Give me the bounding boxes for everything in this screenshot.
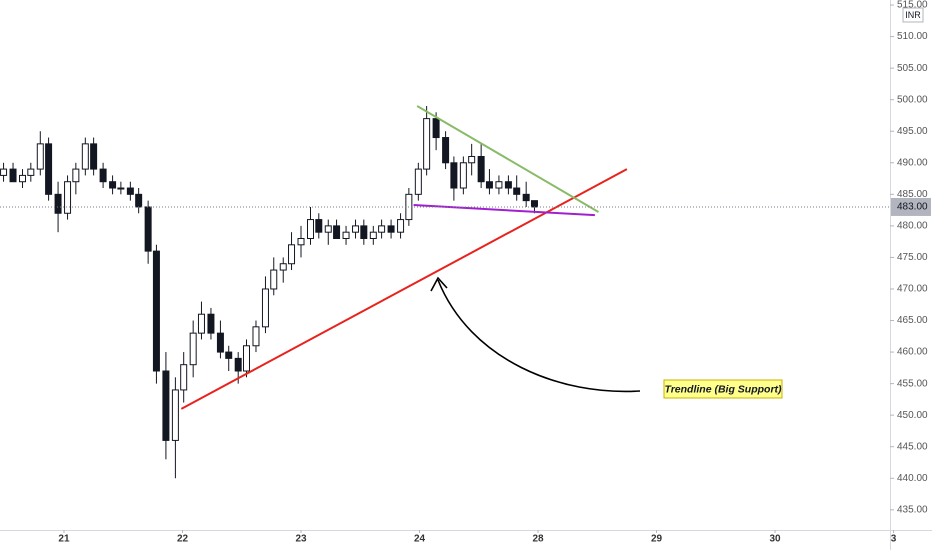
candle-body xyxy=(450,162,458,189)
candle-body xyxy=(432,118,440,139)
candle-body xyxy=(369,231,377,239)
y-tick-label: 435.00 xyxy=(897,504,928,515)
candle-body xyxy=(242,345,250,372)
x-tick-label: 24 xyxy=(414,534,426,545)
last-price-label: 483.00 xyxy=(897,202,928,213)
candle-body xyxy=(504,181,512,189)
y-tick-label: 470.00 xyxy=(897,284,928,295)
last-price-box xyxy=(891,197,931,216)
candle-body xyxy=(378,225,386,233)
candle-body xyxy=(117,187,125,190)
candle-body xyxy=(342,231,350,239)
annotation: Trendline (Big Support) xyxy=(664,383,782,395)
candle-body xyxy=(234,357,242,372)
candle-body xyxy=(288,244,296,265)
y-tick-label: 505.00 xyxy=(897,63,928,74)
candle-body xyxy=(485,181,493,189)
candle-body xyxy=(477,155,485,183)
candle-body xyxy=(90,143,98,170)
candle-body xyxy=(45,143,53,195)
y-tick-label: 460.00 xyxy=(897,347,928,358)
candle-body xyxy=(216,332,224,353)
candle-body xyxy=(19,174,27,183)
candle-body xyxy=(297,238,305,246)
x-tick-label: 3 xyxy=(891,534,897,545)
candle-body xyxy=(162,370,170,441)
x-tick-label: 28 xyxy=(532,534,544,545)
trendline xyxy=(416,105,599,213)
currency: INR xyxy=(905,10,921,20)
trendline xyxy=(180,168,628,410)
candle-body xyxy=(27,168,35,176)
y-tick-label: 495.00 xyxy=(897,126,928,137)
y-tick-label: 515.00 xyxy=(897,0,928,11)
candle-body xyxy=(360,225,368,239)
y-tick-label: 440.00 xyxy=(897,473,928,484)
candle-body xyxy=(99,168,107,183)
y-tick-label: 450.00 xyxy=(897,410,928,421)
candle-body xyxy=(324,225,332,233)
candle-body xyxy=(225,351,233,359)
candle-body xyxy=(352,225,360,233)
candle-body xyxy=(126,187,134,195)
candle-body xyxy=(207,313,215,334)
x-tick-label: 29 xyxy=(651,534,663,545)
candle-body xyxy=(459,162,467,189)
candle-body xyxy=(315,219,323,233)
candle-body xyxy=(522,193,530,202)
arrow xyxy=(437,279,641,393)
candle-body xyxy=(54,193,62,214)
x-tick-label: 30 xyxy=(769,534,781,545)
y-tick-label: 455.00 xyxy=(897,378,928,389)
plot xyxy=(0,105,890,479)
candle-body xyxy=(261,288,269,328)
candle-body xyxy=(306,219,314,239)
currency-box xyxy=(902,7,924,23)
y-tick-label: 510.00 xyxy=(897,31,928,42)
candle-body xyxy=(270,269,278,290)
candle-body xyxy=(197,313,205,334)
candle-body xyxy=(468,155,476,164)
candle-body xyxy=(513,187,521,195)
candle-body xyxy=(279,263,287,271)
candle-body xyxy=(189,332,197,366)
candle-body xyxy=(333,225,341,239)
candle-body xyxy=(252,326,260,347)
y-tick-label: 465.00 xyxy=(897,315,928,326)
y-tick-label: 475.00 xyxy=(897,252,928,263)
candle-body xyxy=(144,206,152,252)
annotation-box xyxy=(663,379,783,399)
candle-body xyxy=(530,200,538,208)
y-tick-label: 490.00 xyxy=(897,157,928,168)
candle-body xyxy=(135,193,143,208)
candle-body xyxy=(387,225,395,233)
candle-body xyxy=(442,137,450,164)
x-tick-label: 23 xyxy=(295,534,307,545)
candle-body xyxy=(171,389,179,441)
candle-body xyxy=(72,168,80,183)
candle-body xyxy=(180,364,188,391)
x-tick-label: 22 xyxy=(177,534,189,545)
arrow-head xyxy=(430,276,448,292)
x-tick-label: 21 xyxy=(58,534,70,545)
candle-body xyxy=(64,181,72,214)
y-tick-label: 445.00 xyxy=(897,441,928,452)
trendline xyxy=(413,204,595,217)
candle-body xyxy=(414,168,422,195)
candle-body xyxy=(423,118,431,170)
candle-body xyxy=(152,250,160,372)
y-tick-label: 480.00 xyxy=(897,221,928,232)
y-tick-label: 485.00 xyxy=(897,189,928,200)
candle-body xyxy=(0,168,8,176)
candle-body xyxy=(495,181,503,189)
candle-body xyxy=(109,181,117,189)
candle-body xyxy=(9,168,17,183)
candle-body xyxy=(81,143,89,170)
candle-body xyxy=(36,143,44,170)
candle-body xyxy=(397,219,405,233)
y-tick-label: 500.00 xyxy=(897,94,928,105)
